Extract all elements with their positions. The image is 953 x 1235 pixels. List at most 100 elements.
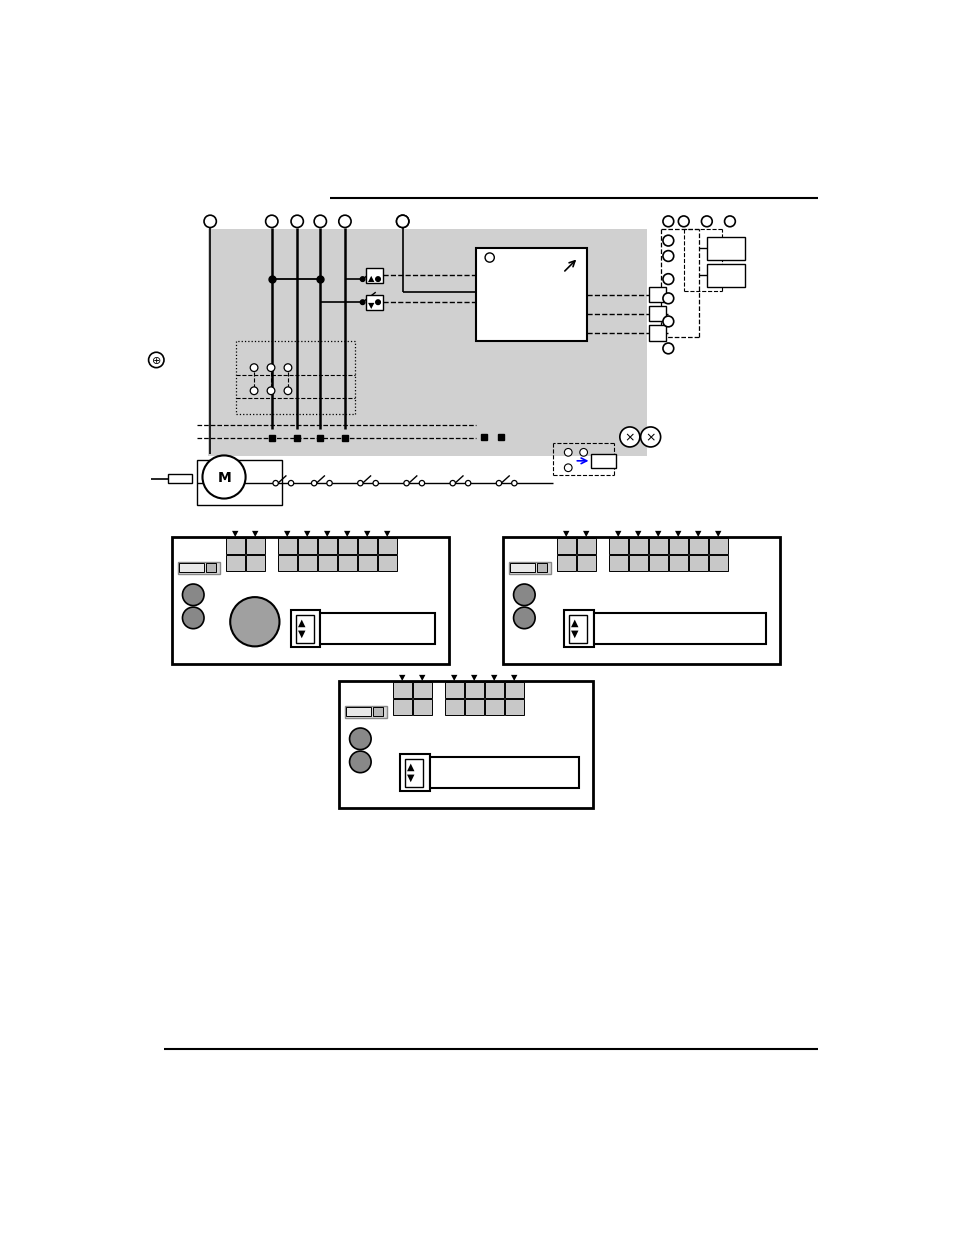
Text: ▼: ▼ — [407, 772, 415, 782]
Circle shape — [619, 427, 639, 447]
Bar — [291, 610, 320, 647]
Circle shape — [403, 480, 409, 485]
Circle shape — [291, 215, 303, 227]
Bar — [510, 563, 535, 573]
Circle shape — [564, 464, 572, 472]
Bar — [476, 248, 587, 341]
Text: ▼: ▼ — [297, 629, 305, 638]
Bar — [591, 454, 616, 468]
Circle shape — [450, 480, 455, 485]
Circle shape — [496, 480, 501, 485]
Bar — [357, 555, 376, 571]
Bar — [568, 615, 587, 642]
Circle shape — [513, 608, 535, 629]
Text: ▼: ▼ — [471, 673, 477, 682]
Text: ▼: ▼ — [615, 530, 621, 538]
Circle shape — [314, 215, 326, 227]
Bar — [608, 555, 628, 571]
Bar — [357, 537, 376, 555]
Text: ▼: ▼ — [582, 530, 589, 538]
Circle shape — [662, 343, 673, 353]
Circle shape — [465, 480, 471, 485]
Text: ▼: ▼ — [324, 530, 331, 538]
Circle shape — [513, 584, 535, 605]
Bar — [245, 537, 265, 555]
Bar — [577, 555, 596, 571]
Circle shape — [662, 316, 673, 327]
Bar — [345, 705, 387, 718]
Bar — [373, 708, 383, 716]
Text: ×: × — [644, 431, 655, 445]
Circle shape — [284, 364, 292, 372]
Bar — [317, 537, 336, 555]
Circle shape — [349, 727, 371, 750]
Bar — [706, 237, 744, 259]
Circle shape — [273, 480, 278, 485]
Bar — [393, 699, 412, 715]
Bar — [502, 537, 780, 664]
Bar — [648, 325, 665, 341]
Bar — [405, 758, 423, 787]
Bar — [297, 537, 317, 555]
Bar — [484, 682, 504, 698]
Bar — [277, 537, 297, 555]
Bar — [413, 699, 432, 715]
Circle shape — [396, 215, 409, 227]
Text: ×: × — [624, 431, 635, 445]
Text: ▼: ▼ — [715, 530, 721, 538]
Text: ▼: ▼ — [304, 530, 311, 538]
Circle shape — [311, 480, 316, 485]
Bar — [648, 555, 668, 571]
Text: ▼: ▼ — [571, 629, 578, 638]
Circle shape — [373, 480, 378, 485]
Circle shape — [327, 480, 332, 485]
Bar — [484, 699, 504, 715]
Bar — [444, 682, 464, 698]
Bar — [444, 699, 464, 715]
Bar — [593, 614, 765, 645]
Text: ▼: ▼ — [655, 530, 661, 538]
Bar — [225, 537, 245, 555]
Text: ▼: ▼ — [491, 673, 497, 682]
Bar — [366, 268, 383, 283]
Circle shape — [396, 215, 409, 227]
Bar — [577, 537, 596, 555]
Bar — [366, 294, 383, 310]
Circle shape — [484, 253, 494, 262]
Circle shape — [204, 215, 216, 227]
Bar — [557, 555, 576, 571]
Bar — [608, 537, 628, 555]
Bar — [708, 537, 728, 555]
Bar — [706, 264, 744, 287]
Circle shape — [288, 480, 294, 485]
Bar — [628, 537, 648, 555]
Bar — [320, 614, 435, 645]
Text: ▼: ▼ — [232, 530, 238, 538]
Bar — [688, 555, 708, 571]
Text: ▼: ▼ — [368, 300, 375, 310]
Circle shape — [357, 480, 363, 485]
Bar — [708, 555, 728, 571]
Circle shape — [375, 277, 380, 282]
Text: M: M — [217, 471, 232, 484]
Text: ⊕: ⊕ — [152, 356, 162, 366]
Bar — [377, 555, 396, 571]
Circle shape — [182, 584, 204, 605]
Bar — [648, 287, 665, 303]
Circle shape — [250, 387, 257, 395]
Circle shape — [564, 448, 572, 456]
Bar — [557, 537, 576, 555]
Text: ▼: ▼ — [384, 530, 391, 538]
Bar — [338, 680, 592, 808]
Bar — [429, 757, 578, 788]
Circle shape — [265, 215, 277, 227]
Bar — [504, 682, 524, 698]
Bar — [317, 555, 336, 571]
Bar — [508, 562, 551, 574]
Circle shape — [230, 597, 279, 646]
Circle shape — [662, 216, 673, 227]
Circle shape — [678, 216, 688, 227]
Text: ▲: ▲ — [368, 274, 375, 283]
Bar — [464, 699, 484, 715]
Bar — [413, 682, 432, 698]
